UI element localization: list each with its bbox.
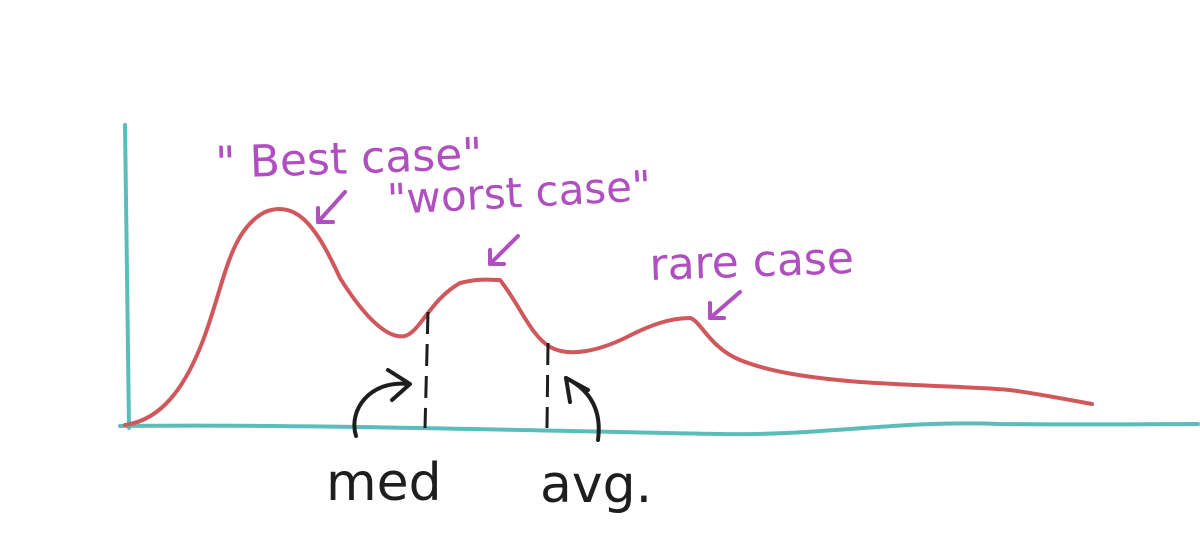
median-marker-line [423,311,430,429]
distribution-curve [123,207,1094,427]
average-marker-line [545,342,550,429]
rare-case-label: rare case [649,233,855,291]
average-arrow [564,376,601,442]
best-case-arrow [316,190,347,224]
x-axis [118,421,1200,437]
median-arrow [352,368,412,438]
median-label: med [326,453,442,513]
worst-case-arrow [488,234,520,266]
rare-case-arrow [708,290,742,320]
y-axis [123,123,131,430]
best-case-label: " Best case" [215,129,484,189]
average-label: avg. [540,455,652,515]
